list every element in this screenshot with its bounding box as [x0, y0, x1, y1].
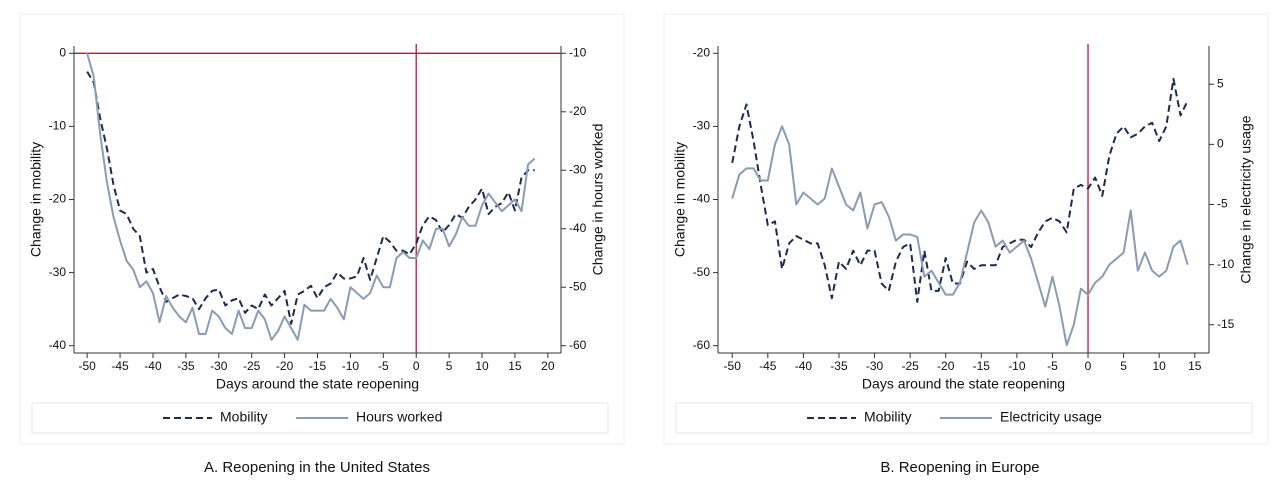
legend-label: Mobility	[864, 409, 911, 425]
y-tick-label: -30	[49, 265, 67, 279]
x-tick-label: 10	[475, 359, 489, 373]
x-tick-label: -15	[973, 359, 991, 373]
y-tick-label: -20	[693, 45, 711, 59]
legend-label: Mobility	[220, 409, 267, 425]
y2-tick-label: 5	[1217, 76, 1224, 90]
x-tick-label: -30	[866, 359, 884, 373]
series-line	[86, 53, 536, 341]
x-tick-label: -35	[177, 359, 195, 373]
y2-tick-label: -20	[569, 104, 587, 118]
panel-frame	[19, 13, 625, 445]
y2-tick-label: -40	[569, 221, 587, 235]
x-tick-label: -25	[901, 359, 919, 373]
y2-tick-label: -30	[569, 162, 587, 176]
y2-tick-label: -15	[1217, 317, 1235, 331]
x-tick-label: -40	[795, 359, 813, 373]
x-tick-label: -20	[276, 359, 294, 373]
y-tick-label: -30	[693, 119, 711, 133]
y-tick-label: -20	[49, 192, 67, 206]
y2-tick-label: -5	[1217, 197, 1228, 211]
y-tick-label: -60	[693, 338, 711, 352]
x-tick-label: -35	[830, 359, 848, 373]
y-tick-label: -10	[49, 119, 67, 133]
x-tick-label: 5	[446, 359, 453, 373]
legend-box	[31, 402, 609, 434]
x-tick-label: -10	[342, 359, 360, 373]
x-axis-title: Days around the state reopening	[216, 376, 419, 392]
y2-tick-label: -10	[569, 45, 587, 59]
y2-tick-label: -60	[569, 338, 587, 352]
x-tick-label: -10	[1008, 359, 1026, 373]
series-line	[731, 77, 1189, 303]
x-tick-label: -15	[309, 359, 327, 373]
y2-tick-label: -10	[1217, 257, 1235, 271]
x-tick-label: -50	[78, 359, 96, 373]
y2-axis-title: Change in hours worked	[590, 124, 606, 276]
panel-caption: A. Reopening in the United States	[204, 459, 430, 476]
y-tick-label: 0	[59, 45, 66, 59]
x-tick-label: 10	[1153, 359, 1167, 373]
x-tick-label: 0	[413, 359, 420, 373]
x-tick-label: -45	[759, 359, 777, 373]
x-tick-label: -50	[724, 359, 742, 373]
y-axis-title: Change in mobility	[672, 142, 688, 257]
legend-label: Hours worked	[356, 409, 442, 425]
legend-box	[675, 402, 1253, 434]
y-tick-label: -40	[49, 338, 67, 352]
x-tick-label: 5	[1120, 359, 1127, 373]
x-tick-label: -5	[1047, 359, 1058, 373]
x-tick-label: -40	[144, 359, 162, 373]
x-tick-label: -25	[243, 359, 261, 373]
x-tick-label: -5	[378, 359, 389, 373]
x-tick-label: -20	[937, 359, 955, 373]
y2-tick-label: -50	[569, 279, 587, 293]
y-axis-title: Change in mobility	[28, 142, 44, 257]
series-line	[731, 125, 1189, 347]
x-tick-label: -45	[111, 359, 129, 373]
series-line	[86, 71, 535, 325]
y-tick-label: -40	[693, 192, 711, 206]
y2-tick-label: 0	[1217, 137, 1224, 151]
y-tick-label: -50	[693, 265, 711, 279]
x-tick-label: 15	[1188, 359, 1202, 373]
x-tick-label: 15	[508, 359, 522, 373]
x-tick-label: -30	[210, 359, 228, 373]
x-tick-label: 0	[1085, 359, 1092, 373]
x-axis-title: Days around the state reopening	[862, 376, 1065, 392]
x-tick-label: 20	[541, 359, 555, 373]
legend-label: Electricity usage	[1000, 409, 1102, 425]
panel-frame	[663, 13, 1269, 445]
panel-caption: B. Reopening in Europe	[880, 459, 1039, 476]
y2-axis-title: Change in electricity usage	[1238, 115, 1254, 283]
